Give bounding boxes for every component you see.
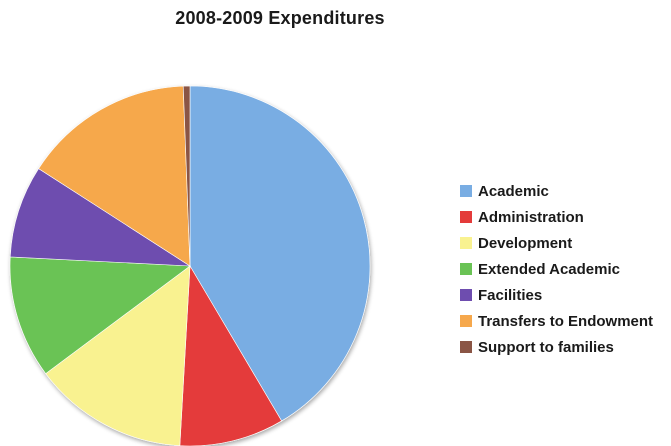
chart-legend: Academic Administration Development Extende… — [460, 178, 670, 360]
pie-slice-academic — [189, 85, 371, 422]
legend-label: Development — [478, 234, 573, 252]
pie-slices-group — [9, 85, 371, 446]
legend-item: Facilities — [460, 282, 670, 308]
pie-slice-development — [45, 265, 191, 446]
legend-item: Academic — [460, 178, 670, 204]
legend-swatch — [460, 315, 472, 327]
legend-item: Development — [460, 230, 670, 256]
legend-label: Facilities — [478, 286, 543, 304]
legend-item: Administration — [460, 204, 670, 230]
legend-label: Academic — [478, 182, 549, 200]
legend-swatch — [460, 289, 472, 301]
pie-slice-facilities — [9, 168, 192, 267]
legend-swatch — [460, 185, 472, 197]
legend-label: Support to families — [478, 338, 614, 356]
legend-item: Support to families — [460, 334, 670, 360]
legend-item: Extended Academic — [460, 256, 670, 282]
legend-swatch — [460, 237, 472, 249]
chart-title: 2008-2009 Expenditures — [175, 8, 385, 28]
pie-slice-extended-academic — [9, 256, 191, 375]
legend-label: Extended Academic — [478, 260, 620, 278]
legend-swatch — [460, 263, 472, 275]
legend-label: Transfers to Endowment — [478, 312, 654, 330]
legend-label: Administration — [478, 208, 584, 226]
pie-slice-support-to-families — [182, 85, 191, 267]
legend-item: Transfers to Endowment — [460, 308, 670, 334]
pie-slice-transfers-to-endowment — [38, 85, 191, 267]
legend-swatch — [460, 211, 472, 223]
legend-swatch — [460, 341, 472, 353]
